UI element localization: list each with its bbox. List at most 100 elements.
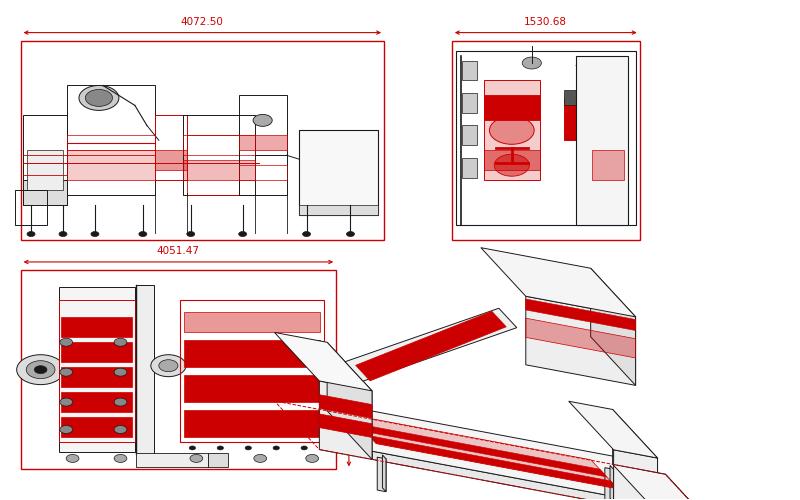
- Bar: [61, 367, 133, 387]
- Polygon shape: [526, 318, 635, 358]
- Bar: [61, 417, 133, 437]
- Polygon shape: [372, 451, 658, 500]
- Circle shape: [238, 232, 246, 236]
- Circle shape: [60, 368, 73, 376]
- Bar: [184, 312, 320, 332]
- Bar: [67, 136, 155, 150]
- Polygon shape: [666, 474, 710, 500]
- Bar: [456, 50, 635, 225]
- Circle shape: [217, 446, 223, 450]
- Bar: [298, 130, 378, 215]
- Bar: [61, 342, 133, 362]
- Bar: [180, 300, 324, 442]
- Text: 1530.68: 1530.68: [524, 16, 567, 26]
- Circle shape: [27, 232, 35, 236]
- Bar: [59, 288, 135, 452]
- Bar: [155, 150, 186, 170]
- Polygon shape: [350, 414, 618, 489]
- Bar: [576, 56, 628, 225]
- Circle shape: [86, 90, 113, 106]
- Bar: [184, 340, 320, 367]
- Circle shape: [34, 366, 47, 374]
- Bar: [61, 392, 133, 412]
- Bar: [238, 165, 286, 180]
- Text: 4051.47: 4051.47: [157, 246, 200, 256]
- Polygon shape: [382, 455, 386, 492]
- Text: 4072.50: 4072.50: [181, 16, 224, 26]
- Polygon shape: [526, 296, 635, 386]
- Polygon shape: [526, 299, 635, 330]
- Bar: [484, 96, 540, 120]
- Polygon shape: [613, 464, 710, 500]
- Polygon shape: [605, 468, 614, 500]
- Circle shape: [346, 232, 354, 236]
- Circle shape: [306, 454, 318, 462]
- Circle shape: [60, 398, 73, 406]
- Bar: [462, 93, 477, 113]
- Circle shape: [490, 116, 534, 144]
- Circle shape: [151, 354, 186, 376]
- Circle shape: [159, 360, 178, 372]
- Polygon shape: [614, 450, 658, 500]
- Bar: [184, 410, 320, 437]
- Polygon shape: [319, 381, 372, 460]
- Circle shape: [254, 454, 266, 462]
- Polygon shape: [274, 332, 372, 391]
- Bar: [462, 158, 477, 178]
- Circle shape: [114, 398, 127, 406]
- Circle shape: [59, 232, 67, 236]
- Bar: [298, 205, 378, 215]
- Bar: [137, 453, 208, 467]
- Circle shape: [114, 368, 127, 376]
- Polygon shape: [358, 424, 607, 477]
- Polygon shape: [576, 66, 628, 150]
- Bar: [61, 318, 133, 338]
- Circle shape: [139, 232, 147, 236]
- Polygon shape: [345, 308, 517, 381]
- Bar: [67, 150, 155, 180]
- Polygon shape: [481, 248, 635, 317]
- Bar: [186, 136, 238, 195]
- Bar: [182, 136, 254, 156]
- Circle shape: [66, 454, 79, 462]
- Polygon shape: [610, 466, 614, 500]
- Circle shape: [79, 86, 119, 110]
- Bar: [27, 150, 63, 190]
- Polygon shape: [613, 456, 658, 500]
- Bar: [21, 40, 384, 240]
- Bar: [23, 116, 67, 205]
- Circle shape: [60, 338, 73, 346]
- Bar: [238, 136, 286, 150]
- Circle shape: [186, 232, 194, 236]
- Bar: [155, 116, 186, 180]
- Circle shape: [494, 154, 530, 176]
- Bar: [208, 453, 228, 467]
- Bar: [59, 300, 135, 442]
- Bar: [23, 180, 67, 205]
- Bar: [21, 270, 336, 469]
- Circle shape: [253, 114, 272, 126]
- Bar: [564, 98, 616, 140]
- Circle shape: [189, 446, 195, 450]
- Circle shape: [91, 232, 99, 236]
- Polygon shape: [378, 457, 386, 492]
- Bar: [238, 96, 286, 195]
- Bar: [182, 116, 254, 195]
- Circle shape: [522, 57, 542, 69]
- Bar: [592, 150, 624, 180]
- Bar: [137, 285, 154, 454]
- Bar: [452, 40, 639, 240]
- Bar: [15, 190, 47, 225]
- Bar: [484, 80, 540, 180]
- Circle shape: [273, 446, 279, 450]
- Polygon shape: [346, 416, 350, 453]
- Circle shape: [26, 360, 55, 378]
- Polygon shape: [356, 312, 506, 381]
- Polygon shape: [369, 436, 618, 488]
- Polygon shape: [569, 401, 658, 458]
- Polygon shape: [327, 342, 372, 460]
- Circle shape: [245, 446, 251, 450]
- Bar: [564, 90, 616, 106]
- Polygon shape: [342, 418, 350, 453]
- Polygon shape: [319, 414, 372, 438]
